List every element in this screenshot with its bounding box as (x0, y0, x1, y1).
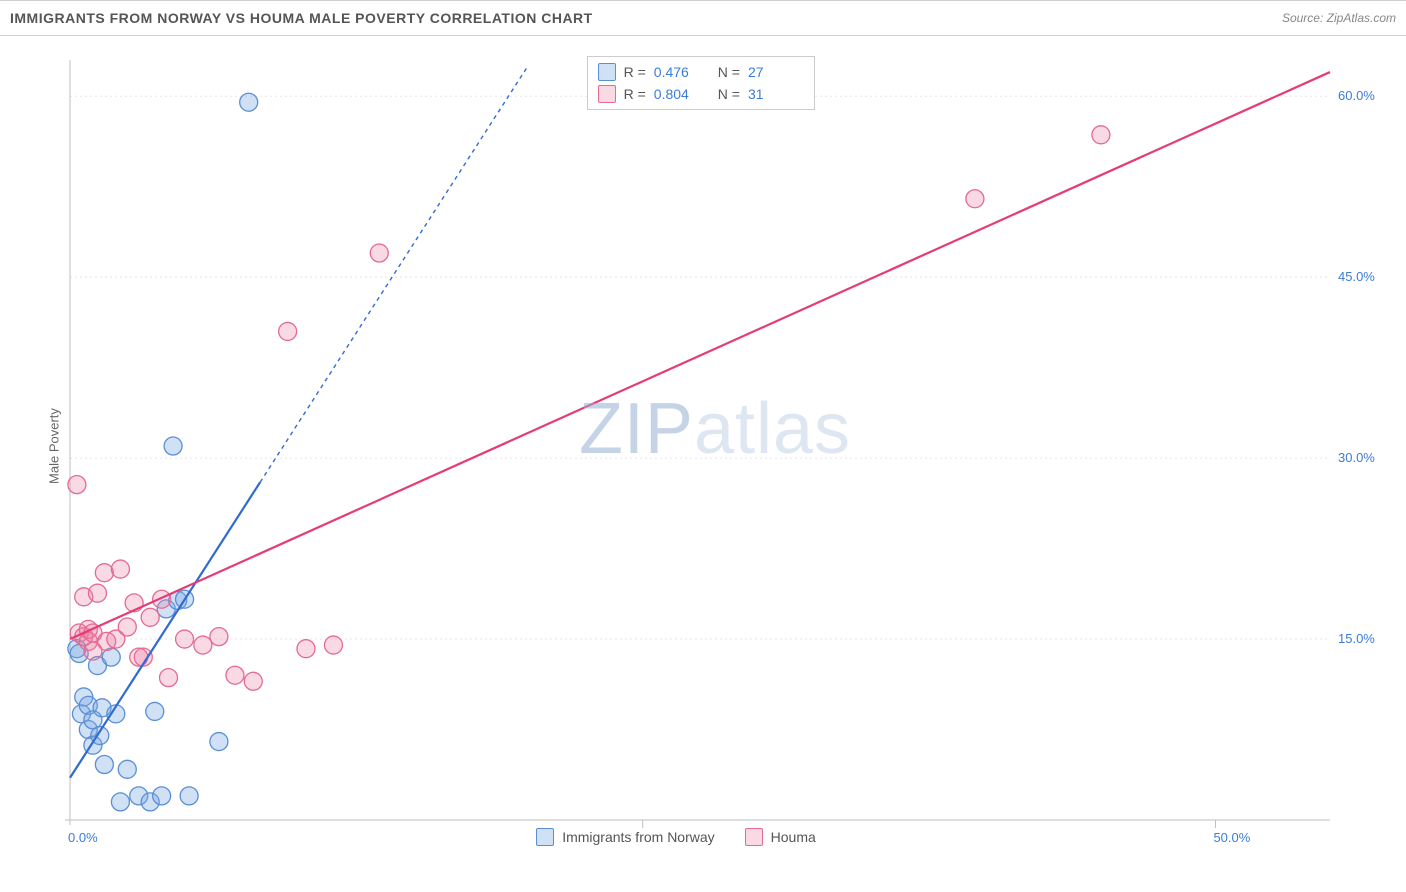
series-legend-item: Houma (745, 828, 816, 846)
legend-r-value: 0.476 (654, 64, 710, 80)
legend-n-label: N = (718, 86, 740, 102)
legend-swatch (598, 63, 616, 81)
series-name: Immigrants from Norway (562, 829, 714, 845)
scatter-svg (50, 50, 1380, 840)
y-tick-label: 45.0% (1338, 269, 1375, 284)
legend-n-label: N = (718, 64, 740, 80)
legend-n-value: 27 (748, 64, 804, 80)
chart-title: IMMIGRANTS FROM NORWAY VS HOUMA MALE POV… (10, 10, 593, 26)
legend-swatch (598, 85, 616, 103)
legend-row: R = 0.804 N = 31 (598, 83, 804, 105)
chart-area: ZIPatlas R = 0.476 N = 27 R = 0.804 N = … (50, 50, 1380, 840)
series-legend: Immigrants from Norway Houma (536, 828, 816, 846)
series-name: Houma (771, 829, 816, 845)
y-tick-label: 30.0% (1338, 450, 1375, 465)
legend-n-value: 31 (748, 86, 804, 102)
chart-header: IMMIGRANTS FROM NORWAY VS HOUMA MALE POV… (0, 0, 1406, 36)
y-tick-label: 15.0% (1338, 631, 1375, 646)
legend-row: R = 0.476 N = 27 (598, 61, 804, 83)
y-tick-label: 60.0% (1338, 88, 1375, 103)
legend-r-label: R = (624, 64, 646, 80)
legend-swatch (536, 828, 554, 846)
x-tick-label: 0.0% (68, 830, 98, 845)
series-legend-item: Immigrants from Norway (536, 828, 714, 846)
legend-swatch (745, 828, 763, 846)
legend-r-label: R = (624, 86, 646, 102)
legend-r-value: 0.804 (654, 86, 710, 102)
x-tick-label: 50.0% (1213, 830, 1250, 845)
correlation-legend: R = 0.476 N = 27 R = 0.804 N = 31 (587, 56, 815, 110)
source-attribution: Source: ZipAtlas.com (1282, 11, 1396, 25)
